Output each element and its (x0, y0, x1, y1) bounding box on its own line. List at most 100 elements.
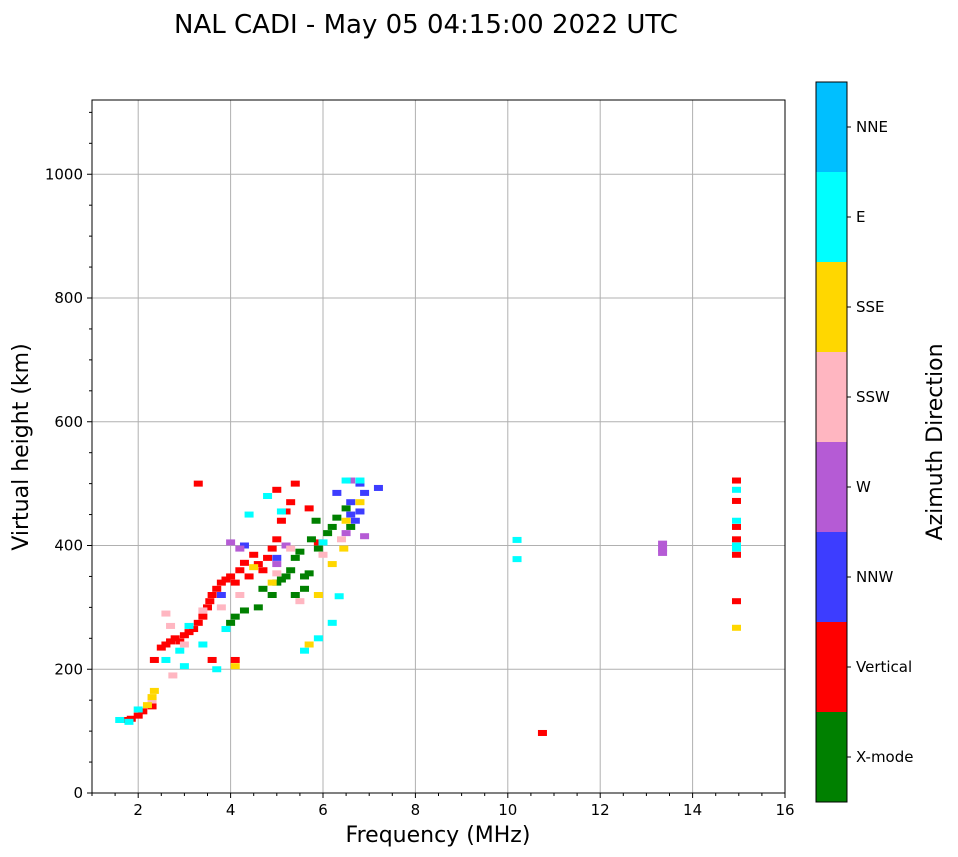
echo-point-e (355, 477, 365, 484)
echo-point-nnw (350, 517, 360, 524)
echo-point-vertical (239, 559, 249, 566)
echo-point-vertical (175, 638, 185, 645)
echo-point-e (175, 647, 185, 654)
echo-point-x-mode (272, 579, 282, 586)
echo-point-sse (731, 624, 741, 631)
echo-point-vertical (731, 497, 741, 504)
echo-point-vertical (304, 505, 314, 512)
echo-point-e (198, 641, 208, 648)
echo-point-x-mode (332, 514, 342, 521)
echo-point-x-mode (267, 592, 277, 598)
y-tick-label: 0 (73, 784, 83, 802)
echo-point-sse (230, 663, 240, 670)
echo-point-nnw (239, 542, 249, 549)
echo-point-e (244, 511, 254, 518)
colorbar-segment (816, 622, 847, 712)
colorbar-segment (816, 262, 847, 352)
colorbar-segment (816, 442, 847, 532)
x-tick-label: 8 (411, 801, 421, 819)
echo-point-vertical (212, 585, 222, 592)
echo-point-ssw (161, 610, 171, 617)
echo-point-vertical (166, 638, 176, 645)
echo-point-x-mode (300, 573, 310, 580)
colorbar-segment (816, 82, 847, 172)
echo-point-vertical (184, 629, 194, 636)
echo-point-vertical (272, 486, 282, 493)
echo-point-w (272, 561, 282, 568)
echo-point-e (731, 517, 741, 524)
echo-point-ssw (168, 672, 178, 679)
echo-point-sse (267, 579, 277, 586)
echo-point-vertical (126, 715, 136, 722)
echo-point-e (731, 542, 741, 549)
echo-point-w (341, 530, 351, 537)
echo-point-vertical (189, 626, 199, 633)
echo-point-sse (249, 564, 259, 571)
echo-point-nnw (355, 508, 365, 515)
echo-point-x-mode (327, 523, 337, 530)
echo-point-nnw (346, 499, 356, 506)
echo-point-vertical (156, 644, 166, 651)
echo-point-vertical (249, 551, 259, 558)
echo-point-vertical (244, 573, 254, 580)
y-tick-label: 200 (54, 660, 83, 678)
echo-point-x-mode (258, 585, 268, 592)
echo-point-vertical (161, 641, 171, 648)
echo-point-vertical (731, 598, 741, 605)
colorbar-segment (816, 532, 847, 622)
echo-point-vertical (179, 632, 189, 639)
echo-point-x-mode (253, 604, 263, 611)
echo-point-vertical (198, 613, 208, 620)
echo-point-vertical (216, 579, 226, 586)
echo-point-nnw (346, 511, 356, 518)
echo-point-vertical (313, 539, 323, 546)
colorbar-label: SSE (856, 298, 885, 316)
echo-point-ssw (295, 598, 305, 605)
echo-point-vertical (207, 656, 217, 663)
echo-point-x-mode (341, 505, 351, 512)
echo-point-e (184, 622, 194, 629)
colorbar-frame (815, 81, 848, 803)
echo-point-vertical (193, 619, 203, 626)
x-tick-label: 4 (226, 801, 236, 819)
echo-point-x-mode (313, 545, 323, 552)
echo-point-vertical (290, 480, 300, 487)
echo-point-x-mode (230, 613, 240, 620)
echo-point-sse (327, 561, 337, 568)
echo-point-vertical (731, 523, 741, 530)
echo-point-e (115, 716, 125, 723)
x-tick-label: 6 (318, 801, 328, 819)
x-tick-label: 16 (775, 801, 794, 819)
echo-point-ssw (166, 622, 176, 629)
echo-point-e (124, 718, 134, 725)
echo-point-vertical (281, 508, 291, 515)
echo-point-nnw (216, 592, 226, 598)
echo-point-vertical (221, 576, 231, 583)
echo-point-e (318, 539, 328, 546)
echo-point-e (512, 556, 522, 563)
echo-point-x-mode (311, 517, 321, 524)
echo-point-sse (339, 545, 349, 552)
y-tick-label: 1000 (45, 165, 83, 183)
echo-point-e (212, 666, 222, 673)
echo-point-vertical (170, 635, 180, 642)
echo-point-e (221, 626, 231, 633)
echo-point-x-mode (286, 567, 296, 574)
echo-point-vertical (258, 567, 268, 574)
colorbar-title: Azimuth Direction (923, 343, 948, 540)
echo-point-x-mode (346, 523, 356, 530)
echo-point-vertical (253, 561, 263, 568)
echo-point-ssw (318, 551, 328, 558)
echo-point-w (346, 477, 356, 484)
x-tick-label: 2 (133, 801, 143, 819)
y-tick-label: 800 (54, 289, 83, 307)
colorbar-segment (816, 712, 847, 802)
echo-point-vertical (119, 716, 129, 723)
echo-point-x-mode (281, 573, 291, 580)
echo-point-vertical (731, 551, 741, 558)
echo-point-nnw (355, 480, 365, 487)
colorbar-segment (816, 172, 847, 262)
echo-point-vertical (235, 567, 245, 574)
echo-point-vertical (286, 499, 296, 506)
echo-point-w (658, 549, 668, 556)
